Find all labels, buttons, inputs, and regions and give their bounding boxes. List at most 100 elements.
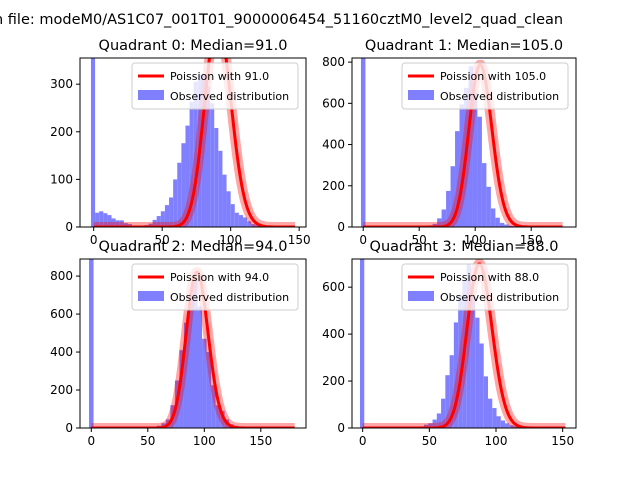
- histogram-bar: [185, 125, 190, 227]
- histogram-bar: [360, 58, 366, 227]
- histogram-bar: [477, 116, 482, 227]
- histogram-bar: [234, 212, 239, 227]
- y-tick-label: 200: [50, 125, 73, 139]
- histogram-bar: [466, 263, 471, 428]
- plot-area: [90, 58, 299, 227]
- histogram-bar: [226, 191, 231, 227]
- histogram-bar: [492, 408, 497, 428]
- y-tick-label: 0: [65, 220, 73, 234]
- histogram-bar: [247, 221, 252, 227]
- y-tick-label: 0: [337, 220, 345, 234]
- histogram-bar: [160, 211, 165, 227]
- axes-frame: [351, 258, 577, 429]
- x-tick-label: 0: [359, 233, 367, 247]
- x-tick-label: 150: [249, 434, 272, 448]
- poisson-line: [93, 58, 296, 227]
- histogram-bar: [475, 317, 480, 428]
- histogram-bar: [496, 416, 501, 428]
- histogram-bar: [89, 259, 94, 428]
- y-tick-label: 600: [322, 96, 345, 110]
- y-tick-label: 0: [65, 421, 73, 435]
- subplot-title: Quadrant 2: Median=94.0: [99, 239, 288, 255]
- legend-label-observed: Observed distribution: [440, 90, 559, 103]
- histogram-bar: [215, 405, 221, 428]
- histogram-bar: [499, 222, 505, 227]
- histogram-bar: [255, 225, 260, 227]
- legend-label-poisson: Poission with 105.0: [440, 70, 546, 83]
- histogram-bar: [115, 220, 120, 227]
- x-tick-label: 100: [464, 233, 487, 247]
- histogram-bar: [251, 224, 256, 227]
- axes-frame: [351, 57, 577, 228]
- legend: Poission with 91.0 Observed distribution: [131, 62, 299, 110]
- histogram-bar: [156, 216, 161, 227]
- histogram-bar: [202, 338, 207, 428]
- x-tick-label: 50: [422, 434, 437, 448]
- histogram-bar: [437, 218, 442, 227]
- histogram-bar: [164, 205, 170, 227]
- histogram-bar: [479, 343, 484, 428]
- histogram-bar: [472, 93, 478, 227]
- histogram-bar: [432, 419, 437, 428]
- x-tick-label: 100: [193, 434, 216, 448]
- histogram-bar: [455, 131, 460, 227]
- histogram-bar: [481, 163, 487, 227]
- legend-label-observed: Observed distribution: [170, 90, 289, 103]
- legend-box: [131, 62, 299, 110]
- x-tick-label: 150: [520, 233, 543, 247]
- legend-label-poisson: Poission with 94.0: [170, 271, 269, 284]
- histogram-bar: [486, 186, 491, 227]
- histogram-bar: [459, 104, 464, 227]
- histogram-bar: [222, 174, 227, 227]
- y-tick-label: 200: [322, 179, 345, 193]
- histogram-bar: [432, 223, 438, 227]
- histogram-bar: [441, 209, 447, 227]
- legend-bar-swatch: [408, 291, 434, 301]
- histogram-bar: [509, 425, 514, 428]
- subplot-quadrant-3: 0 50 100 150 0 200 400 600 Quadrant 3: Median=88…: [322, 239, 577, 448]
- histogram-bar: [360, 259, 365, 428]
- histogram-bar: [470, 296, 476, 428]
- histogram-bar: [495, 217, 500, 227]
- subplot-quadrant-0: 0 50 100 150 0 100 200 300 Quadrant 0: Median=91…: [50, 38, 311, 247]
- histogram-bar: [505, 423, 510, 428]
- histogram-bar: [453, 322, 459, 428]
- histogram-bar: [169, 197, 174, 227]
- histogram-bar: [488, 398, 493, 428]
- legend-label-observed: Observed distribution: [440, 291, 559, 304]
- histogram-bar: [173, 179, 178, 227]
- legend-bar-swatch: [138, 291, 164, 301]
- legend-box: [401, 62, 569, 110]
- histogram-bar: [197, 306, 203, 428]
- x-tick-label: 100: [219, 233, 242, 247]
- histogram-bar: [490, 208, 496, 227]
- histogram-bar: [111, 218, 116, 227]
- histogram-bar: [119, 220, 124, 227]
- y-tick-label: 100: [50, 172, 73, 186]
- legend-box: [401, 263, 569, 311]
- histogram-bar: [483, 376, 488, 428]
- histogram-bar: [206, 352, 212, 428]
- x-tick-label: 50: [155, 233, 170, 247]
- y-tick-label: 300: [50, 77, 73, 91]
- histogram-bar: [177, 162, 182, 227]
- histogram-bar: [123, 223, 128, 227]
- histogram-bar: [230, 204, 235, 227]
- legend: Poission with 94.0 Observed distribution: [131, 263, 299, 311]
- y-tick-label: 400: [322, 138, 345, 152]
- histogram-bar: [188, 295, 193, 428]
- axes-frame: [79, 258, 307, 429]
- histogram-bar: [95, 212, 100, 227]
- y-tick-label: 800: [322, 55, 345, 69]
- axes-frame: [79, 57, 307, 228]
- y-tick-label: 400: [50, 345, 73, 359]
- histogram-bar: [214, 127, 219, 227]
- histogram-bar: [181, 143, 186, 227]
- y-tick-label: 600: [50, 307, 73, 321]
- x-tick-label: 50: [412, 233, 427, 247]
- histogram-bar: [179, 350, 184, 428]
- x-tick-label: 50: [140, 434, 155, 448]
- histogram-bar: [193, 81, 198, 227]
- y-tick-label: 600: [322, 280, 345, 294]
- x-tick-label: 150: [551, 434, 574, 448]
